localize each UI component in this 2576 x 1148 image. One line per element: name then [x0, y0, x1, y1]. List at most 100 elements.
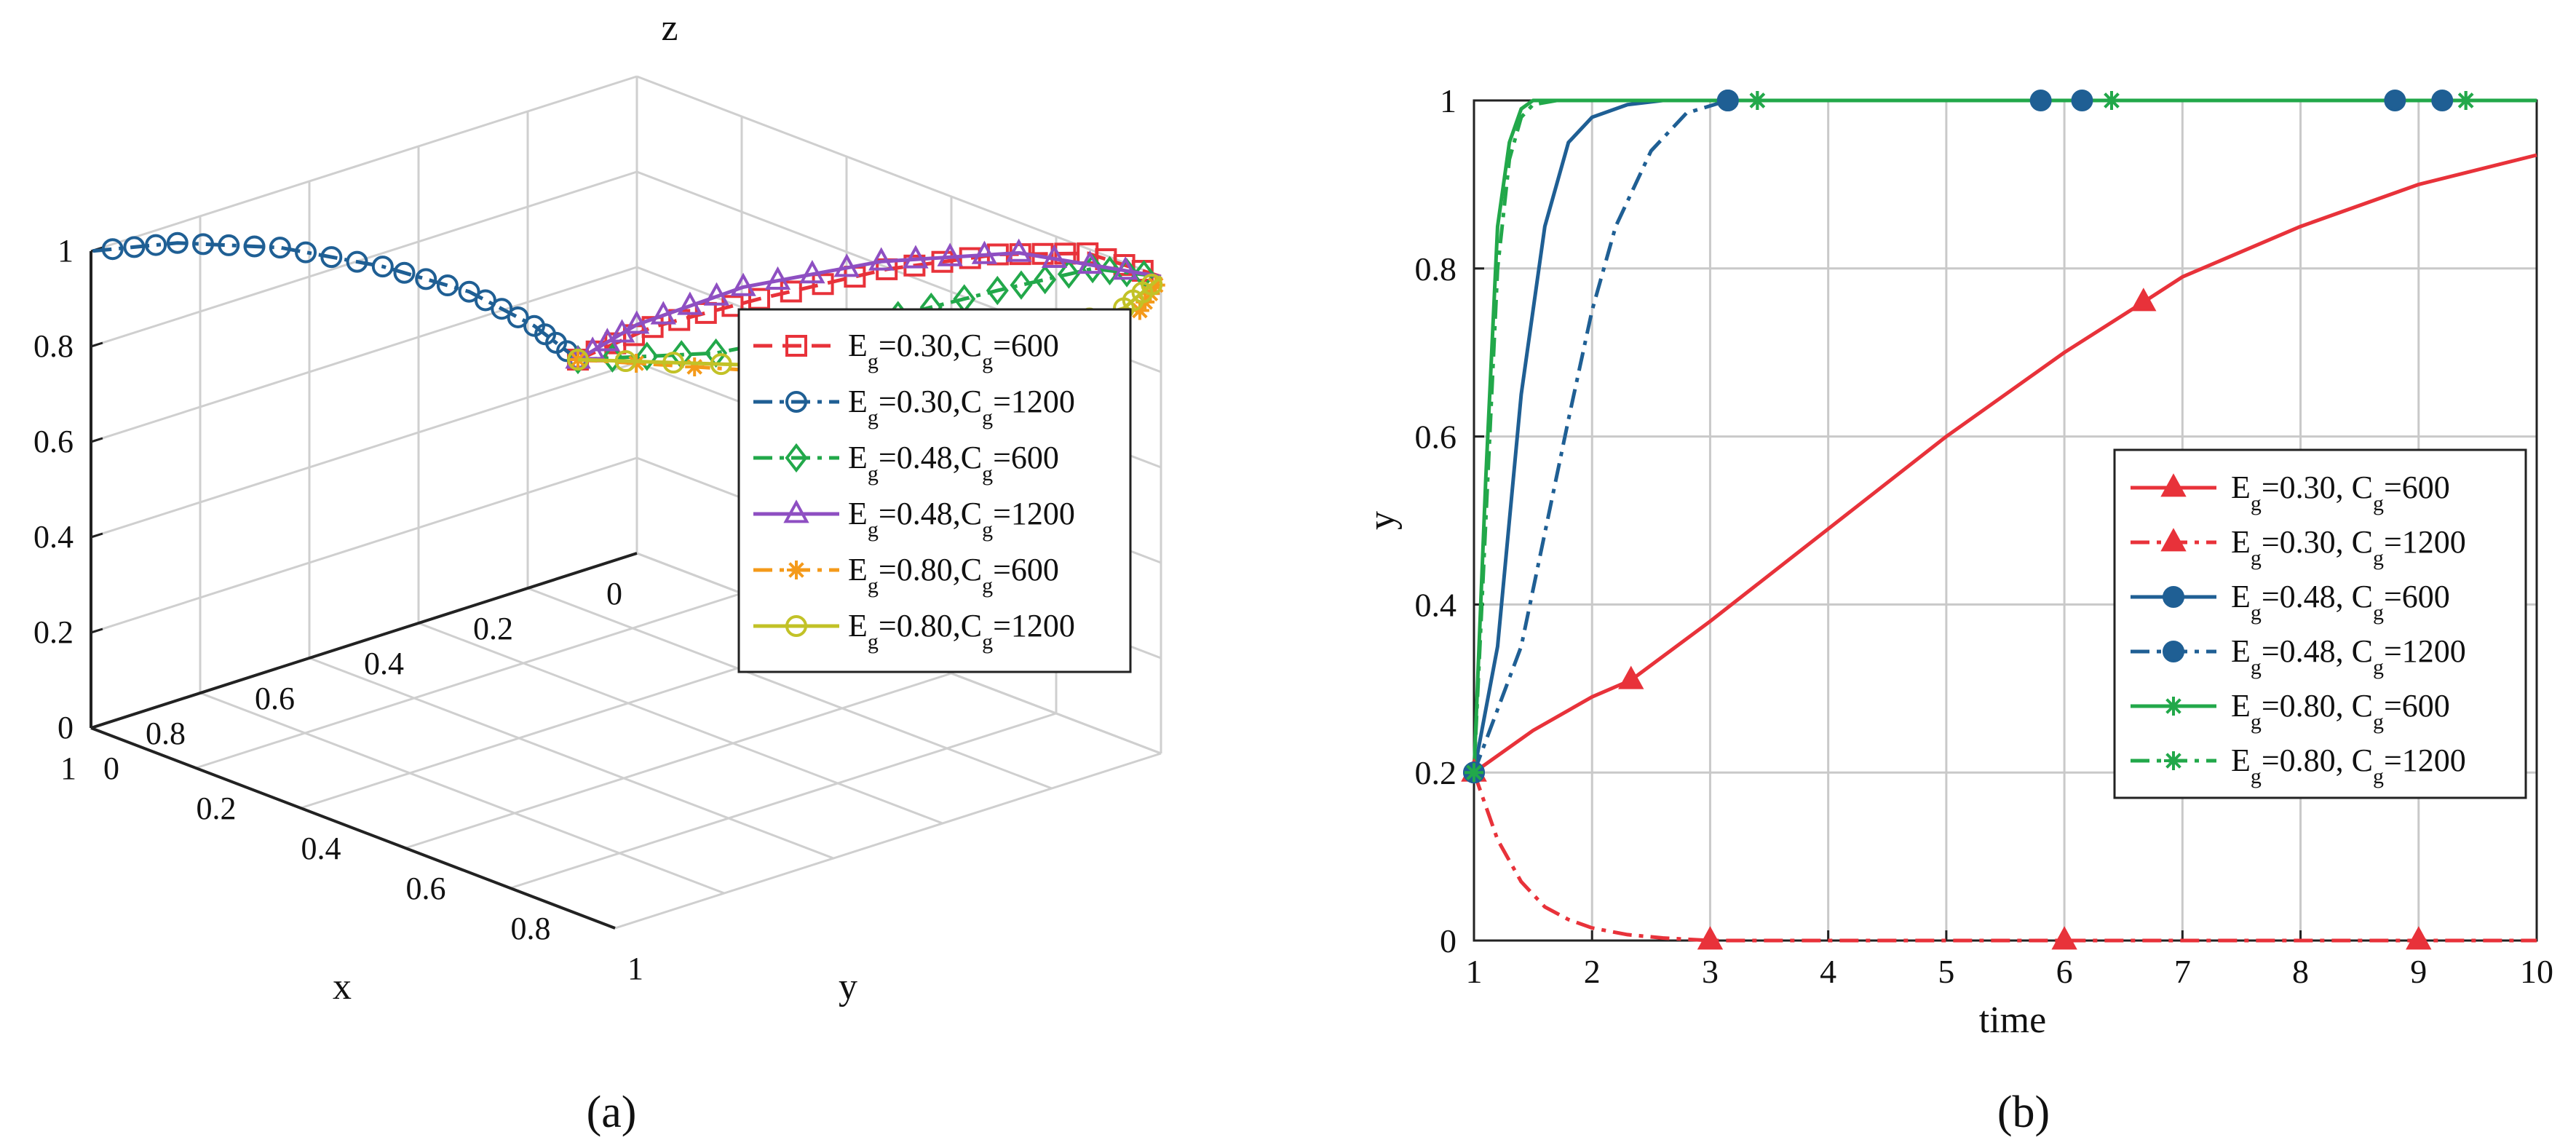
trajectory-marker: [685, 357, 705, 376]
trajectory-marker: [269, 237, 291, 259]
y-tick-label: 0.2: [1415, 754, 1457, 791]
x-tick-label: 0.4: [364, 646, 404, 681]
y-axis-label: y: [839, 966, 857, 1008]
x-axis-label: x: [333, 966, 352, 1008]
y-tick-label: 0.4: [301, 831, 341, 866]
trajectory-marker: [474, 289, 496, 312]
x-tick-label: 2: [1584, 953, 1601, 990]
grid-line: [309, 657, 834, 860]
trajectory-marker: [507, 306, 529, 328]
z-tick-label: 0.4: [33, 519, 74, 555]
legend: Eg=0.30, Cg=600 Eg=0.30, Cg=1200 Eg=0.48, …: [2113, 448, 2527, 799]
trajectory-marker: [320, 246, 343, 269]
data-point-marker: [1748, 91, 1767, 110]
trajectory-marker: [868, 247, 895, 271]
z-tick-label: 0.6: [33, 424, 74, 459]
y-tick-label: 0.6: [406, 871, 446, 906]
z-tick-mark: [90, 532, 103, 539]
z-tick-label: 0.8: [33, 328, 74, 364]
legend-entry: Eg=0.48, Cg=1200: [2231, 633, 2466, 679]
data-point-marker: [2384, 90, 2406, 111]
trajectory-marker: [1077, 250, 1103, 274]
y-tick-label: 0.2: [197, 791, 237, 826]
y-tick-label: 0.8: [511, 911, 551, 946]
trajectory-marker: [986, 275, 1009, 306]
series-0: [1473, 153, 2537, 775]
trajectory-marker: [243, 235, 266, 258]
legend-marker: [2164, 697, 2183, 716]
data-point-marker: [1716, 90, 1739, 111]
trajectory-marker: [346, 250, 368, 273]
z-tick-label: 0.2: [33, 614, 74, 650]
legend-entry: Eg=0.30, Cg=600: [2231, 470, 2450, 515]
x-tick-label: 3: [1702, 953, 1719, 990]
legend-entry: Eg=0.30,Cg=1200: [848, 384, 1075, 429]
trajectory-marker: [567, 349, 589, 371]
z-tick-mark: [90, 341, 103, 348]
trajectory-marker: [931, 250, 954, 273]
trajectory-marker: [123, 236, 146, 258]
y-tick-label: 0: [1440, 922, 1457, 959]
trajectory-marker: [166, 231, 189, 254]
trajectory-marker: [1041, 244, 1068, 268]
grid-line: [195, 592, 742, 769]
x-tick-label: 0.2: [473, 611, 513, 646]
panel-label-b: (b): [1997, 1088, 2050, 1137]
data-point-marker: [1697, 926, 1724, 950]
trajectory-marker: [1006, 238, 1032, 262]
trajectory-marker: [1112, 256, 1138, 280]
data-point-marker: [2051, 926, 2077, 950]
legend-marker: [785, 443, 808, 473]
trajectory-marker: [1141, 273, 1163, 296]
trajectory-marker: [1146, 275, 1165, 295]
legend: Eg=0.30,Cg=600 Eg=0.30,Cg=1200 Eg=0.48,Cg=…: [737, 308, 1132, 673]
trajectory-marker: [145, 234, 167, 256]
trajectory-marker: [523, 314, 545, 337]
trajectory-marker: [635, 341, 659, 371]
data-point-marker: [2029, 90, 2052, 111]
x-tick-label: 1: [1466, 953, 1483, 990]
grid-line: [614, 752, 1162, 930]
grid-line: [510, 712, 1057, 890]
x-tick-label: 4: [1820, 953, 1836, 990]
series-5: [1472, 98, 2537, 773]
trajectory-marker: [1034, 264, 1057, 295]
y-axis-label: y: [1361, 511, 1403, 530]
x-axis-label: time: [1979, 999, 2046, 1041]
legend-entry: Eg=0.48, Cg=600: [2231, 579, 2450, 625]
grid-line: [636, 75, 1162, 278]
panel-label-a: (a): [587, 1088, 637, 1137]
grid-line: [405, 672, 952, 850]
trajectory-marker: [812, 273, 834, 296]
trajectory-marker: [799, 260, 825, 284]
legend-box: [2113, 448, 2527, 799]
trajectory-marker: [971, 240, 998, 264]
grid-line: [527, 587, 1053, 790]
y-tick-label: 0.4: [1415, 586, 1457, 623]
x-tick-label: 9: [2410, 953, 2427, 990]
trajectory-marker: [764, 266, 791, 290]
legend-box: [737, 308, 1132, 673]
trajectory-marker: [436, 274, 459, 297]
data-point-marker: [2431, 90, 2454, 111]
legend-marker: [785, 391, 807, 413]
legend-marker: [2160, 528, 2187, 552]
y-tick-label: 1: [627, 951, 643, 986]
data-point-marker: [2406, 926, 2432, 950]
trajectory-marker: [458, 280, 480, 303]
data-point-marker: [1465, 763, 1483, 783]
grid-line: [418, 622, 943, 825]
grid-line: [90, 75, 638, 253]
trajectory-marker: [218, 234, 240, 256]
trajectory-marker: [703, 282, 730, 306]
x-tick-label: 1: [60, 751, 76, 786]
grid-line: [90, 266, 638, 443]
data-point-marker: [2071, 90, 2093, 111]
chart-time-panel: 1 2 3 4 5 6 7 8 9 10 0 0.2 0.4 0.6 0.8 1 time y Eg=0.30, C…: [1361, 82, 2553, 1041]
trajectory-marker: [624, 310, 650, 334]
trajectory-marker: [721, 295, 744, 317]
trajectory-marker: [393, 261, 416, 284]
trajectory-marker: [192, 233, 215, 256]
x-tick-label: 0.8: [146, 716, 186, 751]
